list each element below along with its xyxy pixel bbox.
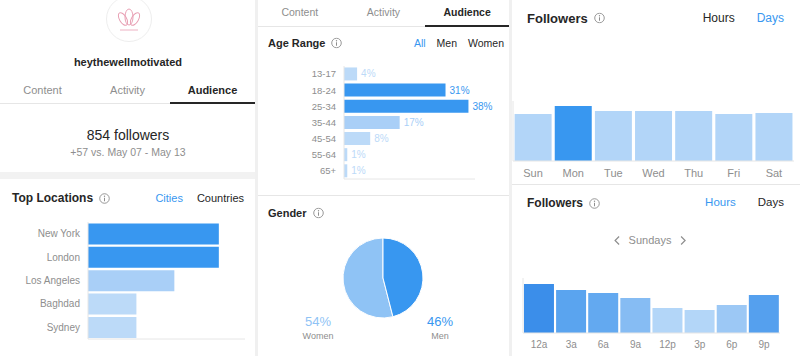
html-text:Activity: Activity <box>110 83 145 96</box>
svg-text:45-54: 45-54 <box>312 133 336 144</box>
html-text:Age Range: Age Range <box>268 36 326 49</box>
svg-text:4%: 4% <box>361 68 376 79</box>
html-text:Content: Content <box>23 83 62 96</box>
svg-text:6p: 6p <box>726 339 738 350</box>
svg-text:8%: 8% <box>374 133 389 144</box>
svg-text:1%: 1% <box>351 149 366 160</box>
html-text:heythewellmotivated: heythewellmotivated <box>73 55 183 68</box>
svg-text:12p: 12p <box>659 339 676 350</box>
html-text:Countries: Countries <box>196 191 244 204</box>
html-text:Women: Women <box>468 36 504 49</box>
html-text:Gender: Gender <box>268 206 307 219</box>
html-text:+57 vs. May 07 - May 13: +57 vs. May 07 - May 13 <box>70 145 186 158</box>
svg-text:9a: 9a <box>630 339 642 350</box>
html-text:Activity: Activity <box>366 5 401 18</box>
svg-text:38%: 38% <box>472 101 492 112</box>
svg-text:Wed: Wed <box>642 167 664 179</box>
html-text:54%: 54% <box>305 313 331 329</box>
html-text:854 followers: 854 followers <box>86 127 170 143</box>
svg-text:12a: 12a <box>531 339 548 350</box>
html-text:Followers: Followers <box>527 10 588 26</box>
svg-text:New York: New York <box>38 228 81 239</box>
html-text:Men: Men <box>431 330 449 341</box>
svg-text:Sun: Sun <box>523 167 543 179</box>
svg-text:31%: 31% <box>450 85 470 96</box>
svg-text:London: London <box>47 252 80 263</box>
html-text:Days: Days <box>757 196 784 209</box>
svg-text:9p: 9p <box>758 339 770 350</box>
svg-text:17%: 17% <box>404 117 424 128</box>
html-text:Hours: Hours <box>702 11 735 25</box>
html-text:Cities: Cities <box>155 191 183 204</box>
html-text:46%: 46% <box>427 313 453 329</box>
html-text:Women: Women <box>302 330 334 341</box>
html-text:Days: Days <box>756 11 784 25</box>
svg-text:Baghdad: Baghdad <box>40 298 80 309</box>
svg-text:6a: 6a <box>598 339 610 350</box>
svg-text:55-64: 55-64 <box>312 149 336 160</box>
svg-text:Tue: Tue <box>604 167 623 179</box>
svg-text:65+: 65+ <box>320 165 337 176</box>
html-text:Audience: Audience <box>187 83 238 96</box>
svg-text:25-34: 25-34 <box>312 101 336 112</box>
svg-text:18-24: 18-24 <box>312 85 336 96</box>
svg-text:35-44: 35-44 <box>312 117 336 128</box>
svg-text:Sat: Sat <box>766 167 783 179</box>
svg-text:Los Angeles: Los Angeles <box>26 275 81 286</box>
html-text:Content: Content <box>281 5 319 18</box>
html-text:Men: Men <box>436 36 457 49</box>
svg-text:Thu: Thu <box>684 167 703 179</box>
html-text:Audience: Audience <box>443 5 491 18</box>
svg-text:3a: 3a <box>566 339 578 350</box>
svg-text:3p: 3p <box>694 339 706 350</box>
html-text:Followers: Followers <box>527 196 583 210</box>
html-text:Top Locations: Top Locations <box>12 191 94 205</box>
html-text:All: All <box>413 36 426 49</box>
svg-text:13-17: 13-17 <box>312 68 336 79</box>
html-text:Hours: Hours <box>705 196 736 209</box>
html-text:Sundays: Sundays <box>628 233 672 246</box>
svg-text:Sydney: Sydney <box>47 322 80 333</box>
svg-text:Mon: Mon <box>563 167 584 179</box>
svg-text:1%: 1% <box>351 165 366 176</box>
svg-text:Fri: Fri <box>727 167 740 179</box>
